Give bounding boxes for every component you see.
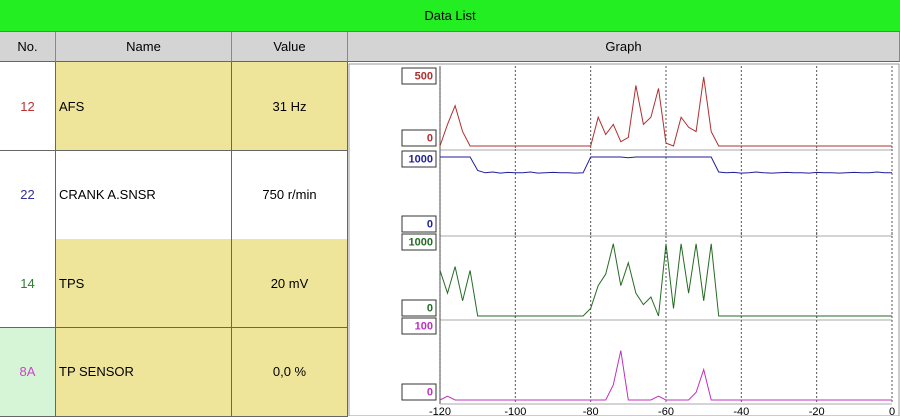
y-tick-box [401,317,437,335]
title: Data List [424,8,476,23]
column-header: Graph [348,32,900,62]
y-tick-box [401,299,437,317]
row-name: AFS [56,62,232,151]
row-name: CRANK A.SNSR [56,150,232,240]
y-tick-label: 0 [427,132,433,144]
y-tick-label: 0 [427,386,433,398]
data-line [440,156,892,174]
title-bar: Data List [0,0,900,32]
x-tick-label: -80 [583,406,599,416]
y-tick-label: 1000 [409,153,433,165]
x-tick-label: -60 [658,406,674,416]
row-value: 0,0 % [232,327,348,417]
row-name-text: CRANK A.SNSR [59,187,156,202]
row-name-text: AFS [59,98,85,114]
row-number: 14 [0,239,56,328]
data-line [439,76,892,147]
row-value: 20 mV [232,239,348,328]
row-number: 12 [0,62,56,151]
y-tick-box [401,233,437,251]
x-tick-label: -40 [733,406,749,416]
row-number-text: 14 [20,275,35,291]
y-tick-label: 100 [415,320,433,332]
y-tick-box [401,67,437,85]
column-header: No. [0,32,56,62]
y-tick-box [401,129,437,147]
row-value-text: 0,0 % [272,364,307,379]
row-value-text: 31 Hz [272,98,307,114]
row-value: 750 r/min [232,150,348,240]
row-number: 8A [0,327,56,417]
row-name-text: TP SENSOR [59,364,134,379]
row-name: TPS [56,239,232,328]
y-tick-label: 500 [415,70,433,82]
x-tick-label: -100 [504,406,526,416]
y-tick-box [401,383,437,401]
y-tick-label: 1000 [409,236,433,248]
graph-panel: 0 500 0 1000 0 1000 -120 -100 -80 -60 -40 -20 0 0 100 [348,63,900,416]
y-tick-box [401,150,437,168]
row-number-text: 8A [19,364,36,379]
y-tick-label: 0 [427,218,433,230]
row-number: 22 [0,150,56,240]
y-tick-box [401,215,437,233]
row-value: 31 Hz [232,62,348,151]
graph-frame [348,63,900,416]
column-header: Value [232,32,348,62]
row-value-text: 20 mV [270,275,309,291]
x-tick-label: -20 [809,406,825,416]
row-value-text: 750 r/min [262,187,317,202]
y-tick-label: 0 [427,302,433,314]
data-line [439,350,892,401]
x-tick-label: 0 [889,406,895,416]
column-header: Name [56,32,232,62]
row-name-text: TPS [59,275,85,291]
row-name: TP SENSOR [56,327,232,417]
row-number-text: 12 [20,98,35,114]
row-number-text: 22 [20,187,35,202]
x-tick-label: -120 [429,406,451,416]
